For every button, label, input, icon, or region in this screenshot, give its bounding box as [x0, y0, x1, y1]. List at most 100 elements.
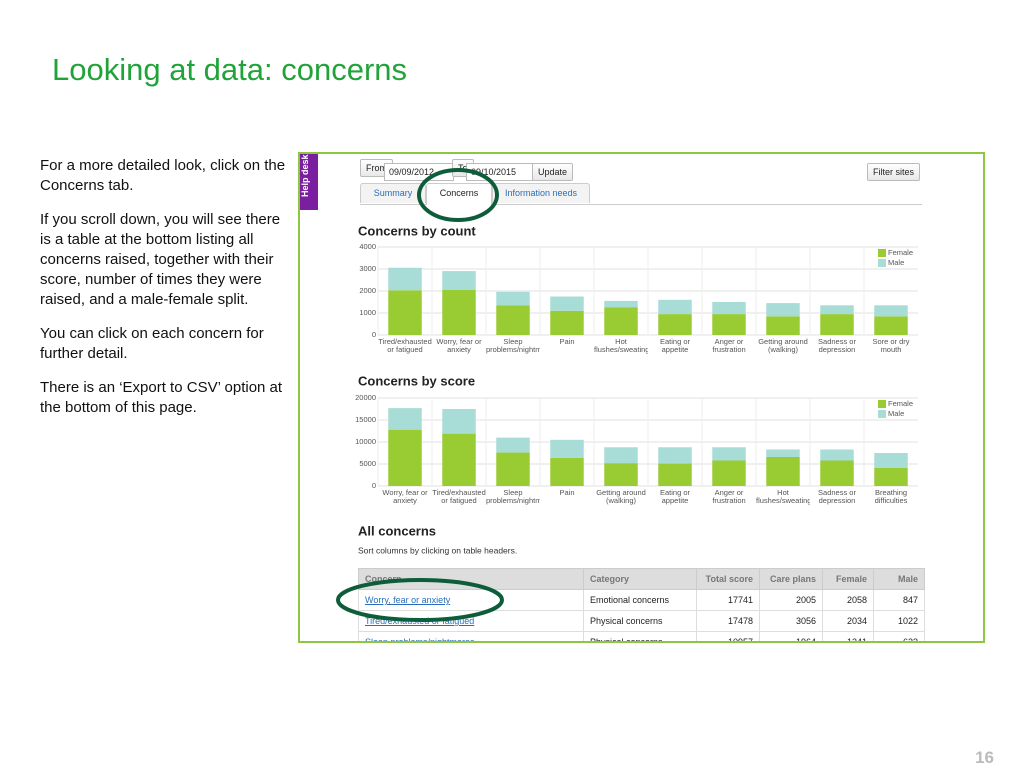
x-label-box: Tired/exhausted or fatigued — [432, 489, 486, 505]
x-label-box: Hot flushes/sweating — [756, 489, 810, 505]
table-cell: 3056 — [759, 610, 823, 632]
x-tick-label: Sleep problems/nightmares — [486, 338, 540, 354]
bar-segment — [658, 314, 692, 335]
y-tick-label: 5000 — [359, 459, 376, 468]
bar-segment — [388, 267, 422, 291]
x-label-box: Eating or appetite — [660, 338, 690, 354]
chart-title: Concerns by score — [358, 373, 475, 388]
bar-segment — [388, 290, 422, 335]
y-tick-label: 0 — [372, 481, 376, 490]
concern-link[interactable]: Tired/exhausted or fatigued — [358, 610, 584, 632]
y-tick-label: 2000 — [359, 286, 376, 295]
bar-segment — [550, 310, 584, 335]
bar-segment — [712, 314, 746, 335]
bar-segment — [496, 437, 530, 453]
bar-segment — [388, 429, 422, 486]
table-title: All concerns — [358, 523, 436, 538]
x-tick-label: Sadness or depression — [818, 338, 856, 354]
y-tick-label: 1000 — [359, 308, 376, 317]
x-label-box: Worry, fear or anxiety — [382, 489, 428, 505]
x-label-box: Pain — [559, 338, 574, 346]
table-row: Tired/exhausted or fatigued Physical conc… — [358, 610, 925, 632]
bar-segment — [550, 457, 584, 486]
page-number: 16 — [975, 748, 994, 767]
bar-segment — [442, 409, 476, 434]
x-label-box: Sadness or depression — [818, 489, 856, 505]
legend-swatch — [878, 259, 886, 267]
y-tick-label: 4000 — [359, 242, 376, 251]
bar-segment — [658, 299, 692, 315]
bar-segment — [766, 303, 800, 317]
x-tick-label: Sadness or depression — [818, 489, 856, 505]
concern-link[interactable]: Sleep problems/nightmares — [358, 631, 584, 641]
x-tick-label: Tired/exhausted or fatigued — [378, 338, 432, 354]
x-tick-label: Anger or frustration — [712, 489, 746, 505]
x-label-box: Tired/exhausted or fatigued — [378, 338, 432, 354]
y-tick-label: 15000 — [355, 415, 376, 424]
bar-segment — [874, 316, 908, 335]
paragraph: There is an ‘Export to CSV’ option at th… — [40, 379, 283, 416]
bar-segment — [874, 305, 908, 317]
table-cell: 2034 — [822, 610, 874, 632]
table-cell: Physical concerns — [583, 631, 697, 641]
x-label-box: Pain — [559, 489, 575, 497]
table-cell: 1341 — [822, 631, 874, 641]
bar-segment — [874, 453, 908, 468]
bar-segment — [388, 408, 422, 430]
x-tick-label: Anger or frustration — [712, 338, 746, 354]
table-row: Worry, fear or anxiety Emotional concerns… — [358, 589, 925, 611]
x-tick-label: Worry, fear or anxiety — [436, 338, 482, 354]
column-header[interactable]: Care plans — [759, 568, 823, 590]
update-button[interactable]: Update — [532, 163, 574, 181]
x-label-box: Sleep problems/nightmares — [486, 338, 540, 354]
table-cell: 847 — [873, 589, 925, 611]
paragraph: You can click on each concern for furthe… — [40, 325, 264, 362]
x-tick-label: Breathing difficulties — [874, 489, 908, 505]
column-header[interactable]: Female — [822, 568, 874, 590]
concerns-table: Concern Category Total score Care plans Fema… — [358, 568, 925, 641]
y-tick-label: 20000 — [355, 393, 376, 402]
slide-title: Looking at data: concerns — [52, 52, 408, 87]
table-cell: 1964 — [759, 631, 823, 641]
x-tick-label: Getting around (walking) — [758, 338, 808, 354]
bar-segment — [442, 289, 476, 335]
bar-segment — [712, 302, 746, 315]
header-row: Concern Category Total score Care plans Fema… — [358, 568, 925, 590]
x-label-box: Anger or frustration — [712, 489, 746, 505]
column-header[interactable]: Total score — [696, 568, 760, 590]
x-label-box: Getting around (walking) — [596, 489, 646, 505]
column-header[interactable]: Male — [873, 568, 925, 590]
table-cell: 2058 — [822, 589, 874, 611]
column-header[interactable]: Category — [583, 568, 697, 590]
x-tick-label: Pain — [559, 489, 575, 497]
bar-segment — [604, 307, 638, 335]
legend-label: Male — [888, 258, 904, 267]
y-tick-label: 0 — [372, 330, 376, 339]
table-cell: Emotional concerns — [583, 589, 697, 611]
bar-segment — [712, 447, 746, 461]
legend-label: Female — [888, 248, 913, 257]
bar-segment — [496, 291, 530, 306]
y-tick-label: 3000 — [359, 264, 376, 273]
chart-title: Concerns by count — [358, 223, 476, 238]
x-label-box: Sadness or depression — [818, 338, 856, 354]
x-tick-label: Hot flushes/sweating — [594, 338, 648, 354]
concern-link[interactable]: Worry, fear or anxiety — [358, 589, 584, 611]
legend-label: Male — [888, 409, 904, 418]
bar-segment — [604, 447, 638, 464]
bar-segment — [550, 439, 584, 458]
legend-swatch — [878, 410, 886, 418]
bar-segment — [820, 314, 854, 335]
x-tick-label: Worry, fear or anxiety — [382, 489, 428, 505]
x-label-box: Getting around (walking) — [758, 338, 808, 354]
filter-button[interactable]: Filter sites — [867, 163, 921, 181]
table-cell: 10957 — [696, 631, 760, 641]
bar-segment — [820, 449, 854, 461]
bar-segment — [712, 460, 746, 486]
column-header[interactable]: Concern — [358, 568, 584, 590]
legend-label: Female — [888, 399, 913, 408]
x-label-box: Hot flushes/sweating — [594, 338, 648, 354]
x-tick-label: Hot flushes/sweating — [756, 489, 810, 505]
legend-swatch — [878, 249, 886, 257]
